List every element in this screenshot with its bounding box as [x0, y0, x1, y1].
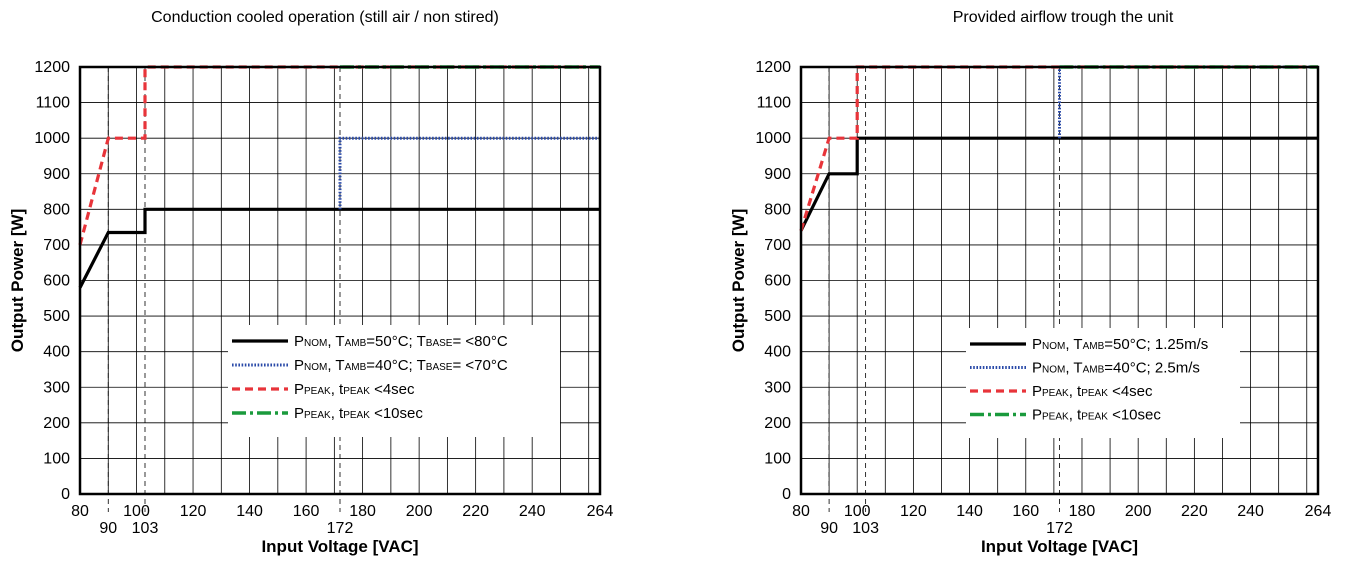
x-tick-label: 160 — [1012, 503, 1039, 520]
legend-label-4: PPEAK, tPEAK <10sec — [294, 405, 423, 422]
y-tick-label: 300 — [43, 379, 70, 396]
legend-label-4: PPEAK, tPEAK <10sec — [1032, 407, 1161, 424]
x-tick-label: 120 — [900, 503, 927, 520]
y-tick-label: 200 — [764, 415, 791, 432]
chart-panel-1: Conduction cooled operation (still air /… — [8, 9, 613, 556]
y-tick-label: 400 — [43, 344, 70, 361]
chart-panel-2: Provided airflow trough the unit 0 100 200 3… — [729, 9, 1331, 556]
x-tick-label: 140 — [236, 503, 263, 520]
legend-label-1: PNOM, TAMB=50°C; TBASE= <80°C — [294, 333, 508, 350]
x-tick-label-low: 172 — [1046, 520, 1073, 537]
y-tick-label: 1200 — [34, 59, 70, 76]
y-tick-label: 700 — [43, 237, 70, 254]
y-tick-label: 600 — [43, 273, 70, 290]
y-tick-label: 100 — [764, 450, 791, 467]
y-axis-label: Output Power [W] — [8, 209, 27, 353]
x-tick-label: 180 — [1069, 503, 1096, 520]
x-tick-label-low: 103 — [132, 520, 159, 537]
x-tick-label: 220 — [1181, 503, 1208, 520]
series-line-1 — [78, 207, 600, 289]
x-tick-label: 200 — [406, 503, 433, 520]
y-tick-label: 0 — [61, 486, 70, 503]
x-tick-label: 264 — [1305, 503, 1332, 520]
plot-frame — [799, 65, 1320, 496]
x-tick-label-low: 103 — [852, 520, 879, 537]
legend-box — [228, 325, 560, 437]
x-tick-label: 140 — [956, 503, 983, 520]
y-tick-label: 900 — [764, 166, 791, 183]
y-axis-label: Output Power [W] — [729, 209, 748, 353]
y-tick-label: 1000 — [34, 130, 70, 147]
series-line-1 — [799, 136, 1318, 232]
x-tick-label-low: 90 — [99, 520, 117, 537]
x-axis-label: Input Voltage [VAC] — [261, 537, 418, 556]
series-line-3 — [799, 65, 1318, 232]
x-tick-label: 220 — [462, 503, 489, 520]
legend: PNOM, TAMB=50°C; 1.25m/s PNOM, TAMB=40°C;… — [966, 328, 1240, 438]
y-tick-label: 200 — [43, 415, 70, 432]
legend-label-1: PNOM, TAMB=50°C; 1.25m/s — [1032, 336, 1208, 353]
legend: PNOM, TAMB=50°C; TBASE= <80°C PNOM, TAMB=… — [228, 325, 560, 437]
series-line-2 — [338, 136, 600, 210]
y-tick-label: 500 — [764, 308, 791, 325]
x-tick-label-low: 90 — [820, 520, 838, 537]
x-tick-label: 180 — [349, 503, 376, 520]
legend-label-2: PNOM, TAMB=40°C; TBASE= <70°C — [294, 357, 508, 374]
x-tick-label: 160 — [293, 503, 320, 520]
y-tick-label: 1000 — [755, 130, 791, 147]
y-tick-label: 700 — [764, 237, 791, 254]
y-tick-label: 800 — [764, 201, 791, 218]
legend-label-2: PNOM, TAMB=40°C; 2.5m/s — [1032, 360, 1200, 377]
y-tick-label: 500 — [43, 308, 70, 325]
series-line-3 — [78, 65, 600, 246]
x-tick-label: 240 — [1237, 503, 1264, 520]
y-tick-label: 0 — [782, 486, 791, 503]
x-tick-label-low: 172 — [327, 520, 354, 537]
x-tick-label: 100 — [844, 503, 871, 520]
y-tick-label: 1100 — [757, 95, 792, 112]
x-tick-label: 80 — [71, 503, 89, 520]
legend-box — [966, 328, 1240, 438]
y-tick-label: 100 — [43, 450, 70, 467]
plot-frame — [78, 65, 602, 496]
y-tick-label: 600 — [764, 273, 791, 290]
x-tick-label: 120 — [180, 503, 207, 520]
y-tick-label: 1100 — [36, 95, 71, 112]
legend-label-3: PPEAK, tPEAK <4sec — [1032, 383, 1153, 400]
x-tick-label: 100 — [123, 503, 150, 520]
x-tick-label: 200 — [1125, 503, 1152, 520]
y-tick-label: 300 — [764, 379, 791, 396]
y-tick-label: 400 — [764, 344, 791, 361]
y-tick-label: 1200 — [755, 59, 791, 76]
y-tick-label: 900 — [43, 166, 70, 183]
legend-label-3: PPEAK, tPEAK <4sec — [294, 381, 415, 398]
x-tick-label: 80 — [792, 503, 810, 520]
x-tick-label: 240 — [519, 503, 546, 520]
x-tick-label: 264 — [587, 503, 614, 520]
y-tick-label: 800 — [43, 201, 70, 218]
chart-title: Conduction cooled operation (still air /… — [151, 9, 499, 26]
chart-title: Provided airflow trough the unit — [953, 9, 1174, 26]
x-axis-label: Input Voltage [VAC] — [981, 537, 1138, 556]
